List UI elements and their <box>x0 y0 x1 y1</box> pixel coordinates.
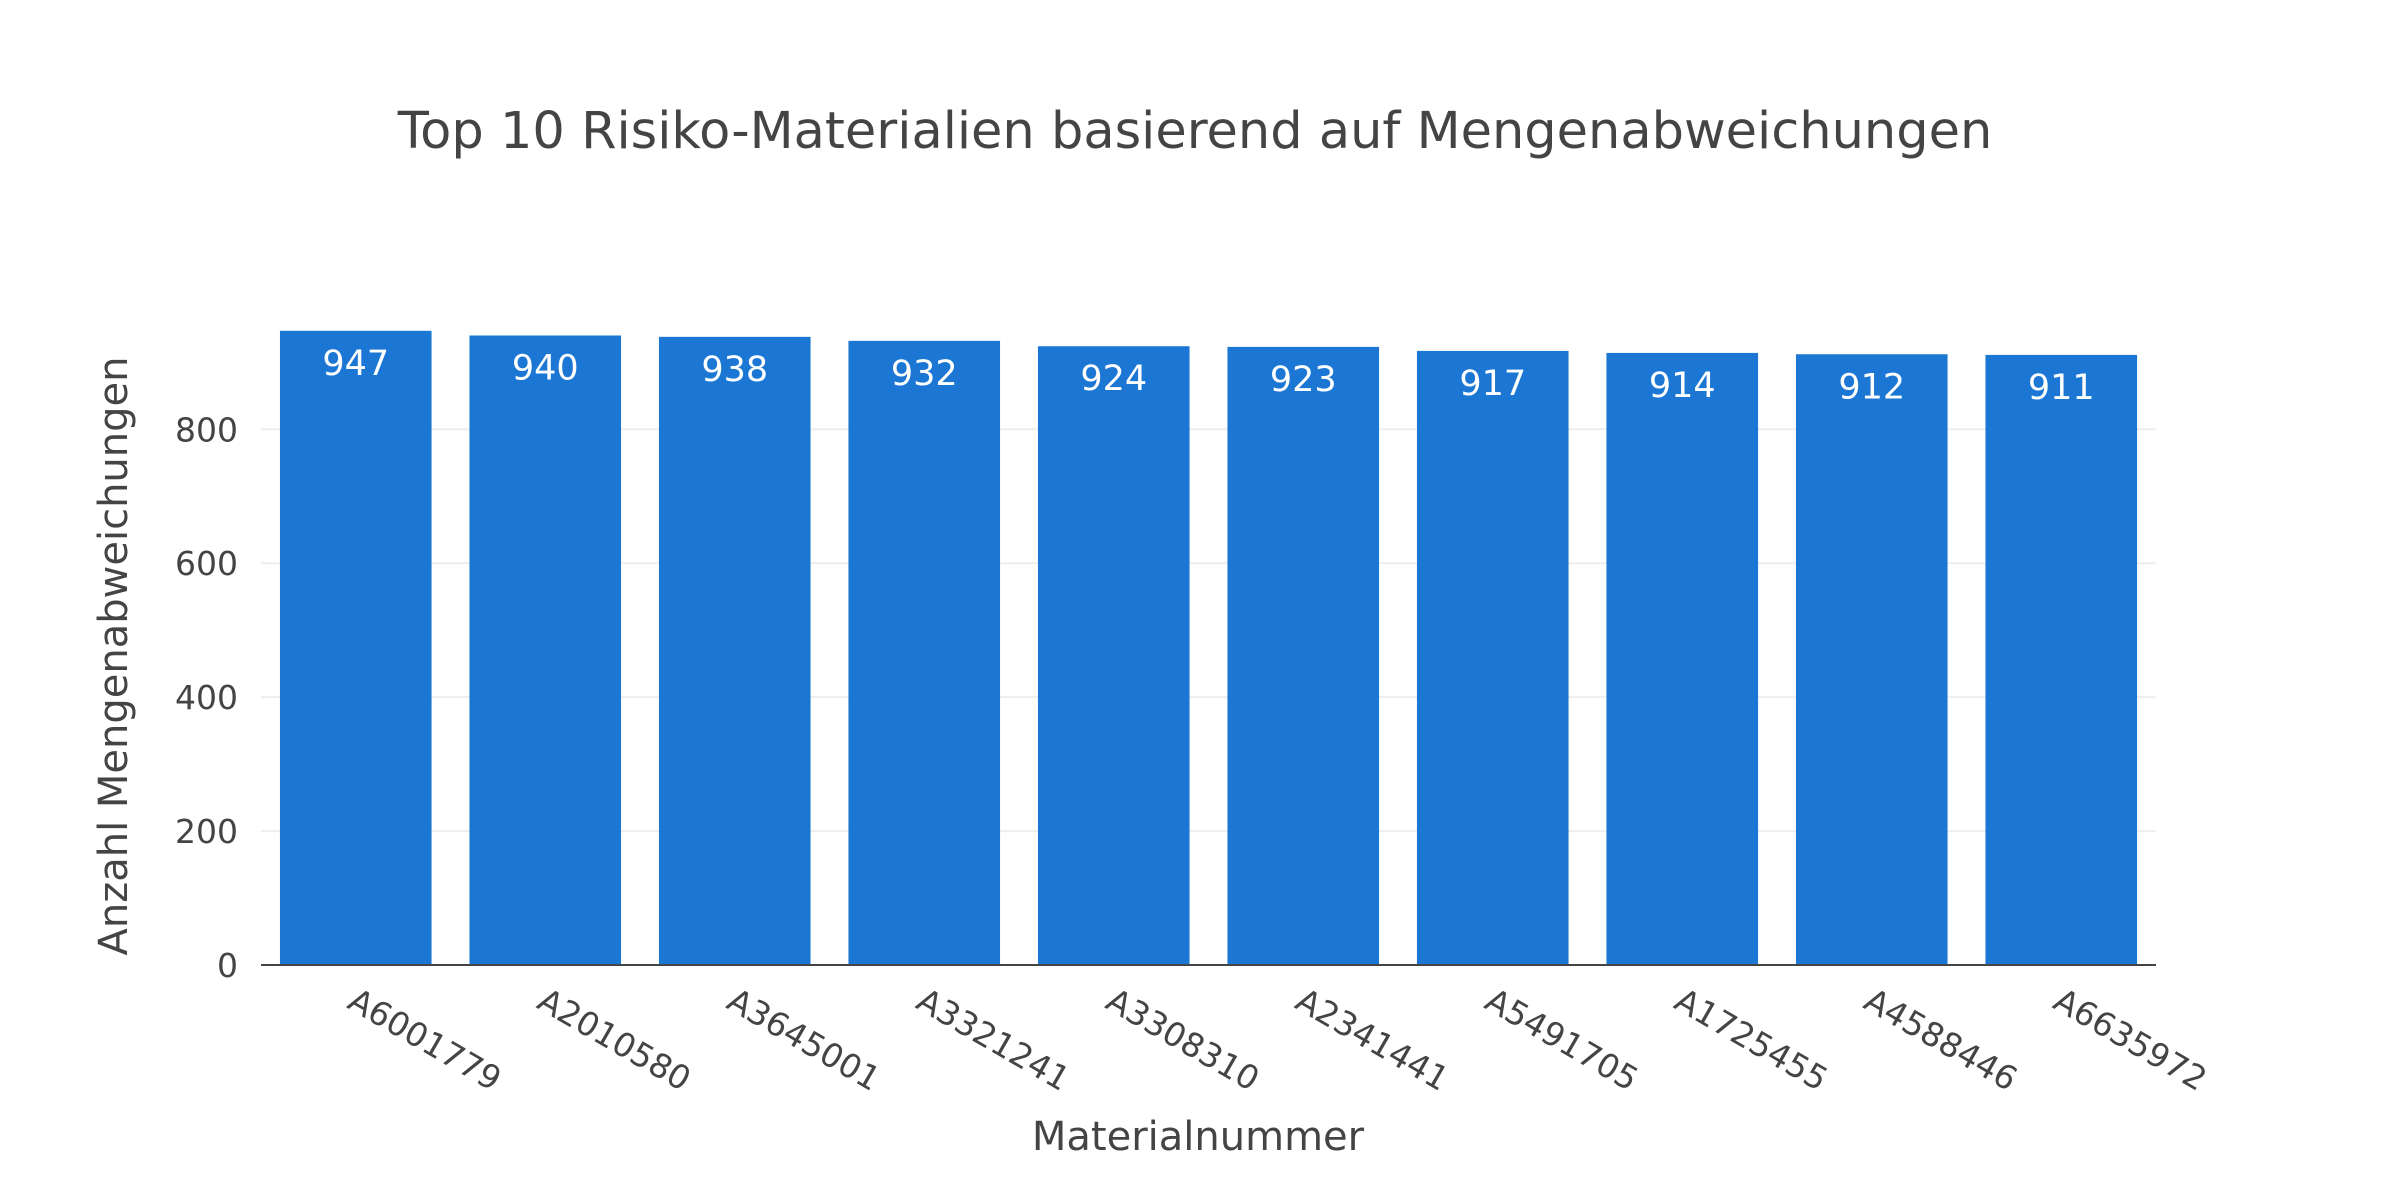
x-axis-title: Materialnummer <box>1032 1114 1365 1160</box>
x-tick-label: A5491705 <box>1479 980 1645 1099</box>
y-tick-label: 0 <box>217 946 238 985</box>
y-tick-label: 400 <box>175 678 238 717</box>
y-tick-label: 200 <box>175 812 238 851</box>
y-tick-labels: 0 200 400 600 800 <box>175 410 238 985</box>
x-tick-label: A6635972 <box>2047 980 2213 1099</box>
bar-data-label: 912 <box>1838 367 1905 407</box>
bar <box>848 340 1001 965</box>
bar-data-label: 924 <box>1080 359 1147 399</box>
bar <box>1227 346 1380 965</box>
bar <box>469 335 622 965</box>
bar <box>1606 352 1759 965</box>
x-tick-label: A3308310 <box>1100 980 1266 1099</box>
bar <box>1985 354 2138 965</box>
bar-data-label: 932 <box>891 354 958 394</box>
bar-data-label: 923 <box>1270 360 1337 400</box>
bar <box>1416 350 1569 965</box>
y-tick-label: 800 <box>175 410 238 449</box>
x-tick-label: A3645001 <box>721 980 887 1099</box>
chart-title: Top 10 Risiko-Materialien basierend auf … <box>397 102 1993 161</box>
x-tick-label: A1725455 <box>1668 980 1834 1099</box>
x-tick-label: A4588446 <box>1858 980 2024 1099</box>
bar-data-label: 917 <box>1459 364 1526 404</box>
bar <box>658 336 811 965</box>
bar-data-label: 940 <box>512 349 579 389</box>
y-tick-label: 600 <box>175 544 238 583</box>
bar <box>1037 346 1190 965</box>
x-tick-label: A3321241 <box>910 980 1076 1099</box>
bar <box>1795 354 1948 965</box>
y-axis-title: Anzahl Mengenabweichungen <box>91 357 137 956</box>
bar-data-label: 911 <box>2028 368 2095 408</box>
bar-data-labels: 947 940 938 932 924 923 917 914 912 911 <box>322 344 2094 408</box>
bar-data-label: 914 <box>1649 366 1716 406</box>
bar <box>279 330 432 965</box>
bar-data-label: 938 <box>701 350 768 390</box>
x-tick-label: A2341441 <box>1289 980 1455 1099</box>
x-tick-label: A6001779 <box>342 980 508 1099</box>
x-tick-labels: A6001779 A2010580 A3645001 A3321241 A3308310… <box>342 980 2214 1099</box>
bars <box>279 330 2138 965</box>
x-tick-label: A2010580 <box>531 980 697 1099</box>
bar-data-label: 947 <box>322 344 389 384</box>
